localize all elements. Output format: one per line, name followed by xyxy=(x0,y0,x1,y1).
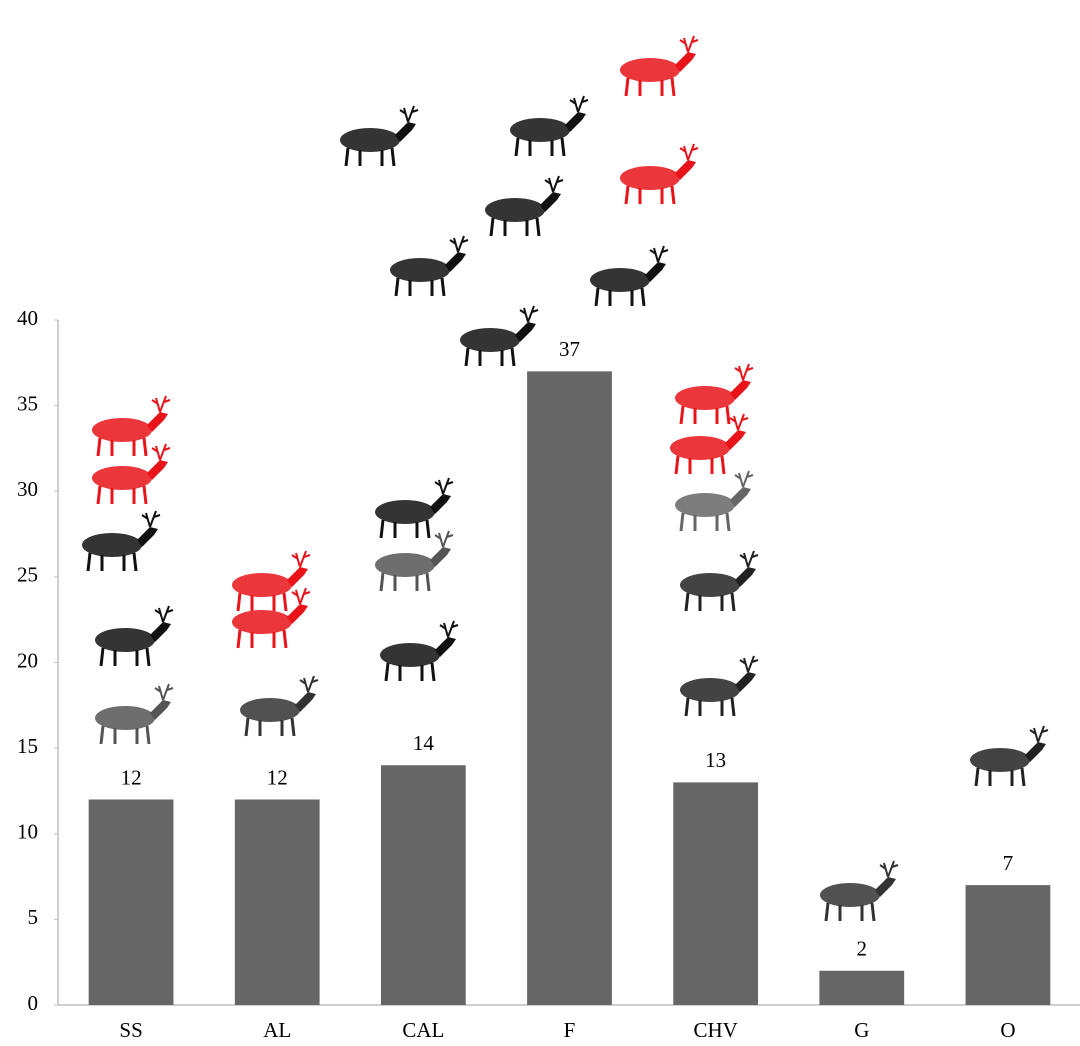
data-label: 12 xyxy=(121,765,142,789)
y-tick-label: 25 xyxy=(17,563,38,587)
illustration xyxy=(483,174,565,238)
illustration xyxy=(458,304,540,368)
bar xyxy=(380,765,466,1005)
illustration xyxy=(373,476,455,540)
illustration xyxy=(93,604,175,668)
y-tick-label: 10 xyxy=(17,820,38,844)
illustration xyxy=(673,469,755,533)
y-tick-label: 35 xyxy=(17,391,38,415)
illustration xyxy=(508,94,590,158)
x-tick-label: O xyxy=(1000,1018,1015,1042)
illustration xyxy=(230,549,312,613)
illustration xyxy=(673,362,755,426)
illustration xyxy=(618,34,700,98)
illustration xyxy=(968,724,1050,788)
bar xyxy=(819,970,905,1005)
data-label: 12 xyxy=(267,765,288,789)
y-tick-label: 20 xyxy=(17,648,38,672)
illustration xyxy=(373,529,455,593)
data-label: 13 xyxy=(705,748,726,772)
bar xyxy=(965,885,1051,1005)
illustration xyxy=(238,674,320,738)
illustration xyxy=(388,234,470,298)
data-label: 2 xyxy=(857,937,868,961)
x-tick-label: CAL xyxy=(402,1018,444,1042)
x-tick-label: SS xyxy=(119,1018,142,1042)
x-tick-label: G xyxy=(854,1018,869,1042)
illustration xyxy=(678,549,760,613)
data-label: 37 xyxy=(559,337,580,361)
illustration xyxy=(230,586,312,650)
illustration xyxy=(618,142,700,206)
x-tick-label: F xyxy=(564,1018,576,1042)
x-tick-label: AL xyxy=(263,1018,291,1042)
y-tick-label: 30 xyxy=(17,477,38,501)
bar xyxy=(234,799,320,1005)
y-tick-label: 15 xyxy=(17,734,38,758)
illustration xyxy=(80,509,162,573)
illustration xyxy=(90,394,172,458)
illustration xyxy=(90,442,172,506)
illustration xyxy=(678,654,760,718)
bar xyxy=(673,782,759,1005)
illustration xyxy=(93,682,175,746)
bar xyxy=(527,371,612,1005)
bar xyxy=(88,799,174,1005)
illustration xyxy=(338,104,420,168)
illustration xyxy=(378,619,460,683)
illustration xyxy=(588,244,670,308)
data-label: 7 xyxy=(1003,851,1014,875)
y-tick-label: 5 xyxy=(28,905,39,929)
x-tick-label: CHV xyxy=(693,1018,737,1042)
y-tick-label: 0 xyxy=(28,991,39,1015)
y-tick-label: 40 xyxy=(17,306,38,330)
illustration xyxy=(818,859,900,923)
data-label: 14 xyxy=(413,731,435,755)
